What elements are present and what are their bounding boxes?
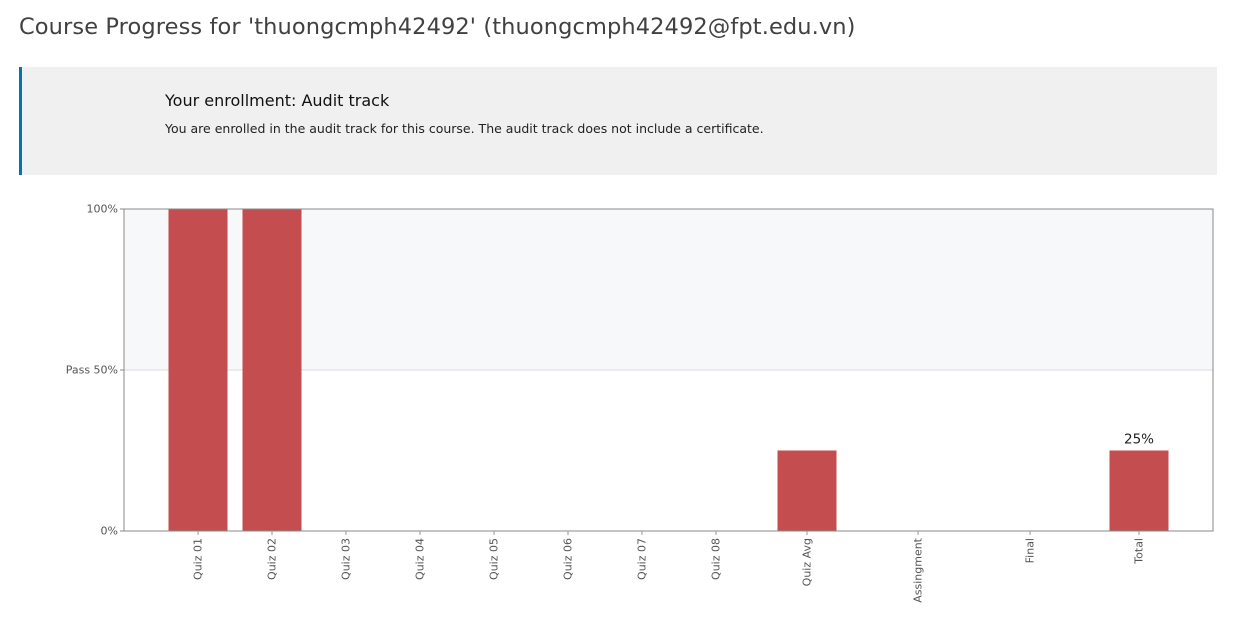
x-tick-label: Quiz Avg bbox=[801, 538, 814, 586]
x-tick-label: Quiz 07 bbox=[636, 538, 649, 580]
enrollment-title: Your enrollment: Audit track bbox=[165, 91, 390, 110]
x-tick-label: Final bbox=[1024, 538, 1037, 563]
enrollment-message: You are enrolled in the audit track for … bbox=[165, 121, 764, 136]
x-tick-label: Quiz 08 bbox=[710, 538, 723, 580]
x-tick-label: Total bbox=[1133, 538, 1146, 565]
x-tick-label: Quiz 02 bbox=[266, 538, 279, 580]
bar-quiz-02[interactable] bbox=[242, 209, 302, 531]
x-tick-label: Quiz 04 bbox=[414, 538, 427, 580]
y-tick-label: 0% bbox=[101, 525, 118, 538]
x-tick-label: Assingment bbox=[912, 537, 925, 602]
bar-quiz-01[interactable] bbox=[168, 209, 228, 531]
x-tick-label: Quiz 06 bbox=[562, 538, 575, 580]
page-title: Course Progress for 'thuongcmph42492' (t… bbox=[19, 14, 856, 40]
y-tick-label: 100% bbox=[87, 203, 118, 216]
bar-quiz-avg[interactable] bbox=[777, 450, 837, 532]
x-tick-label: Quiz 05 bbox=[488, 538, 501, 580]
enrollment-banner: Your enrollment: Audit track You are enr… bbox=[19, 67, 1217, 175]
data-label-total: 25% bbox=[1124, 432, 1154, 448]
bar-total[interactable] bbox=[1109, 450, 1169, 532]
x-tick-label: Quiz 01 bbox=[192, 538, 205, 580]
x-tick-label: Quiz 03 bbox=[340, 538, 353, 580]
pass-region bbox=[124, 209, 1213, 370]
y-tick-label: Pass 50% bbox=[66, 364, 118, 377]
